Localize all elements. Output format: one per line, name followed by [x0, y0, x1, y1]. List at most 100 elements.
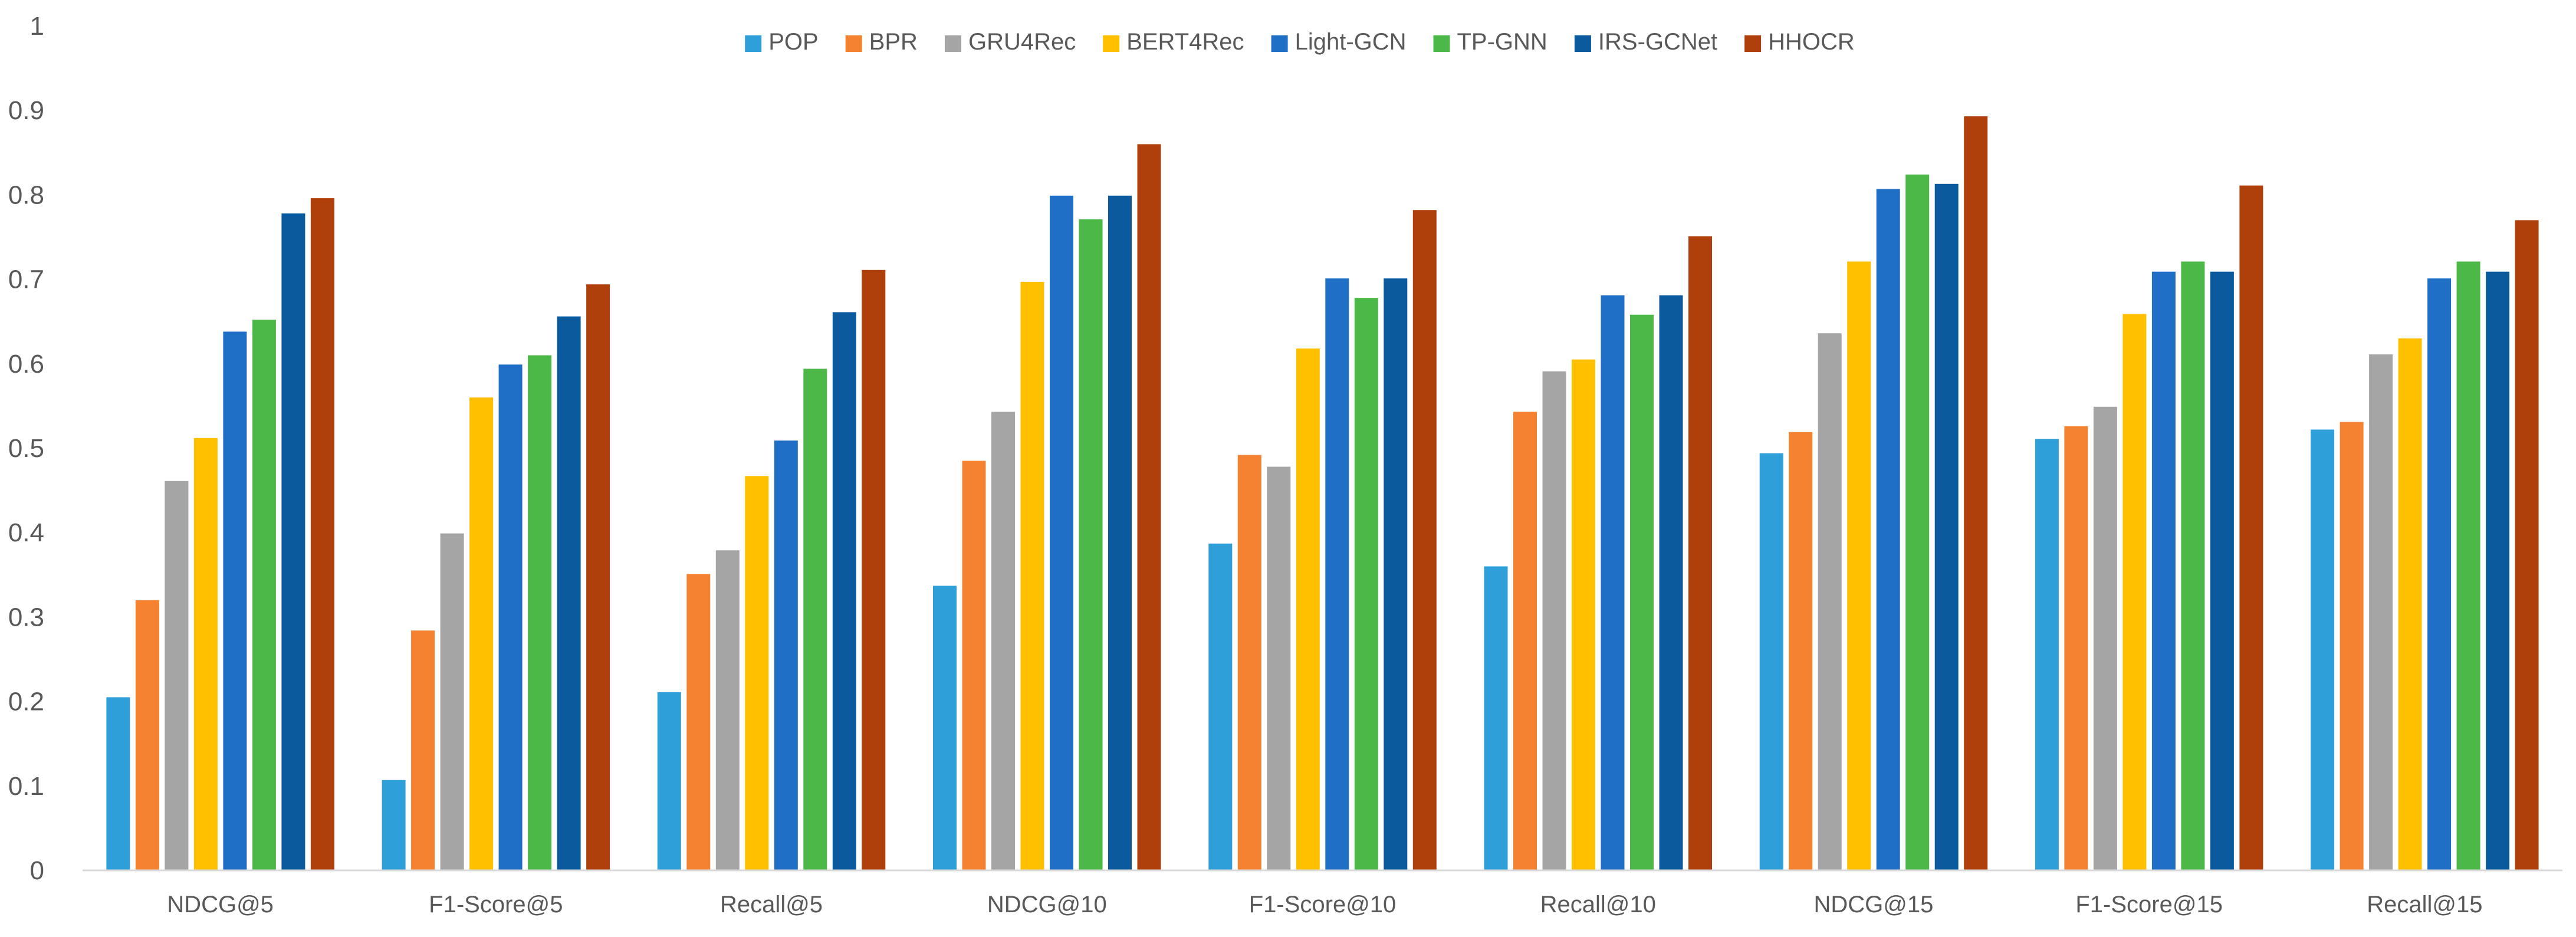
legend-label: IRS-GCNet: [1598, 29, 1717, 55]
legend-swatch: [1433, 35, 1450, 52]
bar-bert4rec-f1-score-10: [1296, 349, 1320, 870]
bar-hhocr-ndcg-10: [1137, 144, 1161, 870]
bar-bpr-f1-score-5: [411, 630, 435, 870]
bar-irs-gcnet-recall-15: [2486, 271, 2510, 870]
y-tick-label: 0.2: [8, 688, 44, 716]
x-category-label: NDCG@15: [1814, 892, 1934, 918]
y-tick-label: 0.3: [8, 603, 44, 632]
bars-group: [106, 116, 2539, 871]
bar-pop-recall-5: [657, 692, 681, 870]
bar-pop-f1-score-10: [1208, 543, 1233, 870]
bar-irs-gcnet-f1-score-5: [557, 316, 581, 870]
bar-light-gcn-recall-5: [774, 440, 798, 870]
legend-label: POP: [768, 29, 818, 55]
y-tick-label: 0.7: [8, 265, 44, 294]
bar-gru4rec-f1-score-5: [440, 533, 464, 870]
bar-gru4rec-f1-score-15: [2093, 406, 2117, 870]
bar-hhocr-ndcg-5: [310, 198, 334, 871]
bar-hhocr-recall-15: [2515, 220, 2539, 870]
bar-gru4rec-ndcg-15: [1818, 333, 1842, 870]
bar-tp-gnn-ndcg-5: [252, 320, 276, 870]
bar-pop-recall-10: [1484, 566, 1508, 870]
bar-tp-gnn-recall-10: [1630, 314, 1654, 870]
legend-item-pop: POP: [745, 29, 819, 55]
bar-bpr-ndcg-10: [962, 461, 986, 870]
bar-bert4rec-recall-15: [2398, 338, 2422, 870]
bar-irs-gcnet-recall-5: [832, 312, 856, 870]
bar-pop-ndcg-10: [933, 586, 957, 870]
bar-light-gcn-f1-score-15: [2151, 271, 2176, 870]
legend-swatch: [845, 35, 862, 52]
x-category-label: F1-Score@10: [1249, 892, 1397, 918]
legend-item-bert4rec: BERT4Rec: [1103, 29, 1244, 55]
bar-tp-gnn-ndcg-10: [1079, 219, 1103, 870]
legend-label: BERT4Rec: [1126, 29, 1244, 55]
bar-irs-gcnet-recall-10: [1659, 295, 1683, 870]
bar-irs-gcnet-ndcg-5: [281, 213, 305, 870]
bar-gru4rec-f1-score-10: [1267, 466, 1291, 870]
y-tick-label: 0.1: [8, 772, 44, 801]
x-category-label: Recall@5: [720, 892, 823, 918]
legend-swatch: [945, 35, 961, 52]
x-category-label: F1-Score@5: [429, 892, 563, 918]
bar-bpr-f1-score-15: [2064, 426, 2088, 870]
legend-item-bpr: BPR: [845, 29, 918, 55]
x-category-label: NDCG@10: [987, 892, 1107, 918]
bar-hhocr-ndcg-15: [1964, 116, 1988, 871]
y-tick-label: 0.6: [8, 350, 44, 379]
bar-hhocr-recall-5: [862, 269, 886, 870]
legend-item-irs-gcnet: IRS-GCNet: [1574, 29, 1717, 55]
bar-light-gcn-ndcg-10: [1050, 195, 1073, 870]
legend-item-hhocr: HHOCR: [1744, 29, 1855, 55]
y-tick-label: 0.9: [8, 96, 44, 125]
x-category-label: F1-Score@15: [2075, 892, 2223, 918]
legend-swatch: [1744, 35, 1762, 52]
bar-bert4rec-recall-5: [745, 476, 769, 870]
legend-item-tp-gnn: TP-GNN: [1433, 29, 1547, 55]
bar-gru4rec-ndcg-10: [991, 412, 1015, 870]
bar-bpr-f1-score-10: [1237, 455, 1261, 870]
bar-gru4rec-recall-5: [715, 550, 740, 870]
bar-pop-ndcg-5: [106, 697, 130, 870]
bar-bpr-ndcg-15: [1789, 432, 1813, 870]
bar-tp-gnn-f1-score-15: [2181, 261, 2205, 870]
bar-bert4rec-ndcg-5: [193, 438, 218, 870]
bar-bert4rec-ndcg-15: [1847, 261, 1871, 870]
bar-bpr-recall-15: [2340, 422, 2364, 870]
legend-item-gru4rec: GRU4Rec: [945, 29, 1076, 55]
legend-swatch: [1271, 35, 1288, 52]
legend-label: BPR: [869, 29, 918, 55]
y-tick-label: 1: [30, 12, 44, 41]
legend-swatch: [1103, 35, 1120, 52]
bar-hhocr-f1-score-10: [1412, 210, 1437, 871]
x-category-label: Recall@10: [1540, 892, 1656, 918]
bar-gru4rec-ndcg-5: [165, 481, 189, 870]
bar-light-gcn-f1-score-10: [1325, 278, 1349, 870]
y-tick-label: 0.5: [8, 434, 44, 463]
y-tick-label: 0: [30, 856, 44, 885]
x-category-label: Recall@15: [2367, 892, 2482, 918]
bar-hhocr-f1-score-15: [2239, 185, 2263, 871]
legend-item-light-gcn: Light-GCN: [1271, 29, 1407, 55]
bar-tp-gnn-f1-score-10: [1354, 298, 1378, 871]
bar-gru4rec-recall-15: [2369, 354, 2393, 870]
bar-pop-ndcg-15: [1759, 453, 1783, 870]
bar-light-gcn-ndcg-5: [223, 331, 247, 870]
bar-bert4rec-f1-score-15: [2122, 314, 2147, 870]
bar-bert4rec-f1-score-5: [469, 397, 494, 870]
bar-tp-gnn-f1-score-5: [528, 355, 552, 870]
bar-pop-f1-score-5: [382, 780, 406, 870]
bar-hhocr-recall-10: [1688, 236, 1712, 871]
legend-label: TP-GNN: [1457, 29, 1547, 55]
bar-tp-gnn-ndcg-15: [1905, 175, 1930, 870]
bar-tp-gnn-recall-15: [2456, 261, 2480, 870]
bar-gru4rec-recall-10: [1542, 371, 1566, 870]
legend-label: HHOCR: [1768, 29, 1855, 55]
legend: POP BPR GRU4Rec BERT4Rec Light-GCN TP-GNN IRS-…: [745, 29, 1855, 55]
bar-tp-gnn-recall-5: [803, 369, 827, 870]
y-tick-label: 0.4: [8, 518, 44, 547]
bar-pop-recall-15: [2311, 429, 2335, 870]
bar-bert4rec-recall-10: [1572, 359, 1595, 870]
